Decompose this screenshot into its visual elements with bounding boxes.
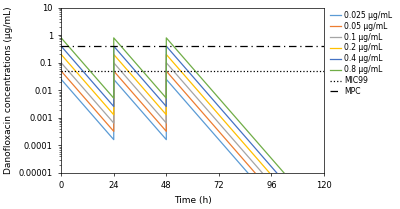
0.05 μg/mL <box>171 78 176 80</box>
0.4 μg/mL <box>59 45 64 47</box>
0.025 μg/mL <box>130 99 134 102</box>
0.05 μg/mL <box>150 115 155 117</box>
0.8 μg/mL <box>59 37 64 39</box>
0.4 μg/mL <box>150 90 155 92</box>
0.025 μg/mL <box>171 87 176 89</box>
MIC99 <box>61 70 66 72</box>
0.1 μg/mL <box>230 137 235 140</box>
0.1 μg/mL <box>110 120 115 123</box>
Y-axis label: Danofloxacin concentrations (μg/mL): Danofloxacin concentrations (μg/mL) <box>4 6 13 174</box>
0.8 μg/mL <box>130 58 134 60</box>
0.025 μg/mL <box>110 137 115 139</box>
0.4 μg/mL <box>110 104 115 106</box>
0.1 μg/mL <box>171 70 176 73</box>
0.2 μg/mL <box>171 61 176 64</box>
Line: 0.05 μg/mL: 0.05 μg/mL <box>61 71 324 209</box>
0.05 μg/mL <box>110 129 115 131</box>
0.1 μg/mL <box>59 61 64 64</box>
Line: 0.1 μg/mL: 0.1 μg/mL <box>61 63 324 209</box>
0.025 μg/mL <box>230 154 235 156</box>
MPC <box>59 45 64 47</box>
0.05 μg/mL <box>171 78 176 81</box>
0.8 μg/mL <box>150 82 155 84</box>
Legend: 0.025 μg/mL, 0.05 μg/mL, 0.1 μg/mL, 0.2 μg/mL, 0.4 μg/mL, 0.8 μg/mL, MIC99, MPC: 0.025 μg/mL, 0.05 μg/mL, 0.1 μg/mL, 0.2 … <box>327 8 395 99</box>
0.4 μg/mL <box>171 53 176 56</box>
Line: 0.2 μg/mL: 0.2 μg/mL <box>61 55 324 209</box>
Line: 0.8 μg/mL: 0.8 μg/mL <box>61 38 324 209</box>
0.2 μg/mL <box>130 74 134 77</box>
0.025 μg/mL <box>171 86 176 88</box>
0.4 μg/mL <box>230 121 235 123</box>
0.8 μg/mL <box>110 95 115 98</box>
0.4 μg/mL <box>130 66 134 69</box>
0.2 μg/mL <box>171 62 176 64</box>
MIC99 <box>59 70 64 72</box>
0.2 μg/mL <box>110 112 115 114</box>
0.2 μg/mL <box>230 129 235 131</box>
0.2 μg/mL <box>150 98 155 101</box>
0.8 μg/mL <box>171 45 176 48</box>
0.1 μg/mL <box>171 69 176 72</box>
0.025 μg/mL <box>150 123 155 126</box>
Line: 0.4 μg/mL: 0.4 μg/mL <box>61 46 324 209</box>
0.05 μg/mL <box>230 145 235 148</box>
0.8 μg/mL <box>230 112 235 115</box>
0.8 μg/mL <box>171 45 176 47</box>
0.1 μg/mL <box>130 83 134 85</box>
MPC <box>61 45 66 47</box>
0.2 μg/mL <box>59 53 64 56</box>
X-axis label: Time (h): Time (h) <box>174 196 212 205</box>
0.4 μg/mL <box>171 53 176 55</box>
Line: 0.025 μg/mL: 0.025 μg/mL <box>61 79 324 209</box>
0.05 μg/mL <box>130 91 134 93</box>
0.1 μg/mL <box>150 106 155 109</box>
0.05 μg/mL <box>59 70 64 72</box>
0.025 μg/mL <box>59 78 64 81</box>
